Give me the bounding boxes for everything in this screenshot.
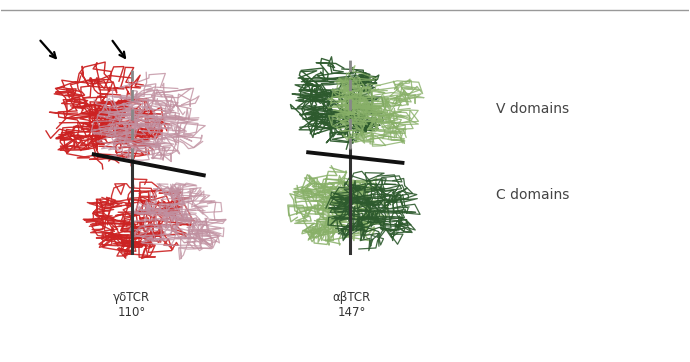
Text: γδTCR
110°: γδTCR 110° — [113, 291, 150, 319]
Text: αβTCR
147°: αβTCR 147° — [333, 291, 371, 319]
Text: V domains: V domains — [497, 102, 570, 116]
Text: C domains: C domains — [497, 189, 570, 202]
